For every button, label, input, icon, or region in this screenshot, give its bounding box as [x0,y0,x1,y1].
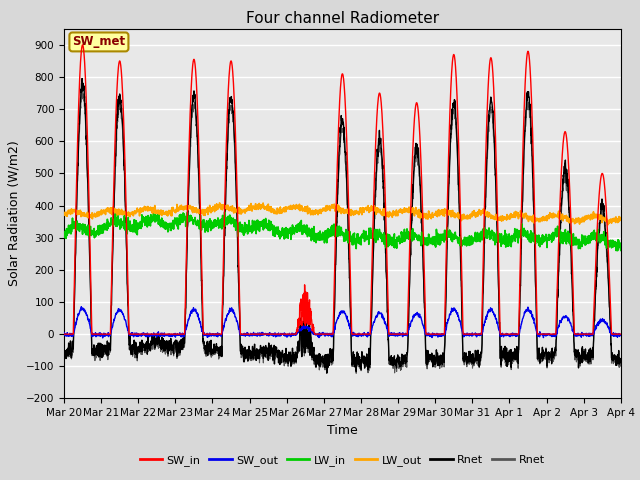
Legend: SW_in, SW_out, LW_in, LW_out, Rnet, Rnet: SW_in, SW_out, LW_in, LW_out, Rnet, Rnet [136,451,549,470]
Text: SW_met: SW_met [72,36,125,48]
Title: Four channel Radiometer: Four channel Radiometer [246,11,439,26]
X-axis label: Time: Time [327,424,358,437]
Y-axis label: Solar Radiation (W/m2): Solar Radiation (W/m2) [7,141,20,287]
